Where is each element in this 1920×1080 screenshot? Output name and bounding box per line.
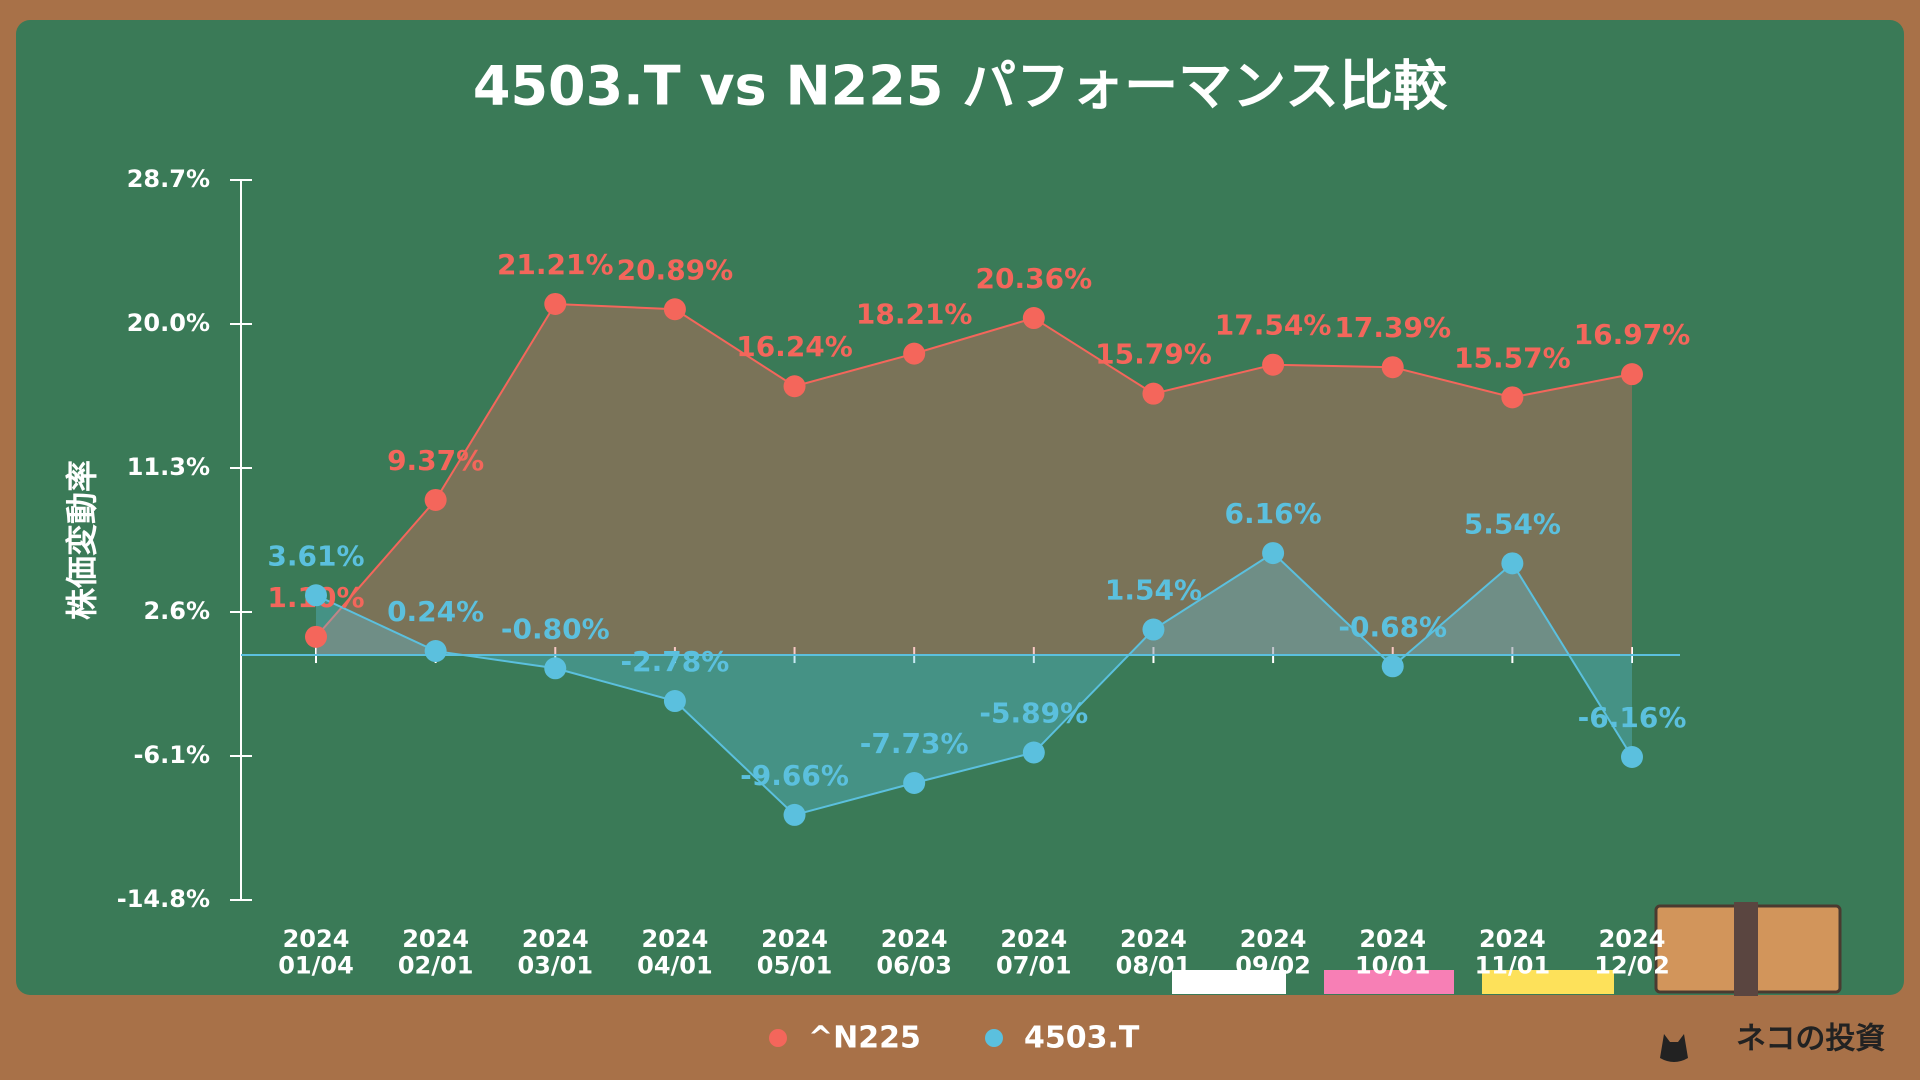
value-label: 1.54%: [1105, 574, 1202, 607]
marker: [1621, 745, 1643, 768]
cat-icon: [1660, 1034, 1688, 1062]
marker: [305, 625, 327, 648]
legend-label: ^N225: [808, 1021, 921, 1056]
value-label: 15.57%: [1454, 341, 1571, 374]
x-tick-label: 2024 09/02: [1235, 925, 1311, 979]
y-tick-label: 20.0%: [127, 309, 210, 337]
marker: [663, 298, 686, 321]
x-tick-label: 2024 10/01: [1355, 925, 1431, 979]
chalk-white: [1172, 970, 1286, 994]
marker: [1142, 618, 1165, 641]
marker: [1022, 307, 1045, 330]
x-tick-label: 2024 04/01: [637, 925, 713, 979]
chalk-pink: [1324, 970, 1454, 994]
value-label: -9.66%: [740, 759, 849, 792]
y-tick-label: -14.8%: [117, 885, 210, 913]
line: [315, 551, 1633, 817]
marker: [424, 488, 447, 511]
legend-marker: [985, 1029, 1003, 1047]
y-tick-label: 28.7%: [127, 165, 210, 193]
marker: [1501, 386, 1524, 409]
value-label: 3.61%: [267, 539, 364, 572]
marker: [1621, 363, 1643, 386]
marker: [544, 292, 567, 315]
marker: [305, 584, 327, 607]
marker: [903, 342, 926, 365]
marker: [1381, 655, 1404, 678]
marker: [1022, 741, 1045, 764]
y-tick-label: 11.3%: [127, 453, 210, 481]
value-label: 16.97%: [1574, 318, 1691, 351]
marker: [1501, 552, 1524, 575]
x-tick-label: 2024 08/01: [1116, 925, 1192, 979]
brand: ネコの投資: [1736, 1022, 1885, 1057]
value-label: 0.24%: [387, 595, 484, 628]
value-label: 9.37%: [387, 444, 484, 477]
value-label: 18.21%: [856, 298, 973, 331]
marker: [1381, 356, 1404, 379]
marker: [1262, 542, 1285, 565]
value-label: -7.73%: [860, 727, 969, 760]
legend-marker: [769, 1029, 787, 1047]
area: [316, 553, 1632, 815]
value-label: 15.79%: [1095, 338, 1212, 371]
x-tick-label: 2024 02/01: [398, 925, 474, 979]
x-tick-label: 2024 01/04: [278, 925, 354, 979]
marker: [544, 657, 567, 680]
x-tick-label: 2024 03/01: [517, 925, 593, 979]
value-label: -0.68%: [1338, 610, 1447, 643]
marker: [783, 375, 806, 398]
x-tick-label: 2024 05/01: [757, 925, 833, 979]
x-tick-label: 2024 11/01: [1475, 925, 1551, 979]
marker: [663, 690, 686, 713]
value-label: 20.36%: [976, 262, 1093, 295]
eraser-band: [1734, 902, 1758, 996]
value-label: 21.21%: [497, 248, 614, 281]
y-axis-label: 株価変動率: [63, 460, 101, 620]
value-label: -0.80%: [501, 612, 610, 645]
y-tick-label: -6.1%: [133, 741, 210, 769]
marker: [783, 803, 806, 826]
legend-label: 4503.T: [1024, 1021, 1140, 1056]
x-tick-label: 2024 06/03: [876, 925, 952, 979]
value-label: 17.54%: [1215, 309, 1332, 342]
value-label: -5.89%: [979, 697, 1088, 730]
marker: [903, 771, 926, 794]
value-label: 20.89%: [617, 253, 734, 286]
x-tick-label: 2024 12/02: [1594, 925, 1670, 979]
line: [315, 302, 1633, 638]
board: [16, 20, 1904, 995]
value-label: -2.78%: [621, 645, 730, 678]
value-label: 5.54%: [1464, 507, 1561, 540]
value-label: 16.24%: [736, 330, 853, 363]
marker: [1142, 382, 1165, 405]
value-label: 6.16%: [1225, 497, 1322, 530]
chart-title: 4503.T vs N225 パフォーマンス比較: [473, 55, 1448, 118]
x-tick-label: 2024 07/01: [996, 925, 1072, 979]
plot: -14.8% -6.1% 2.6% 11.3% 20.0% 28.7% 2024 01/04 2…: [117, 165, 1691, 979]
marker: [424, 640, 447, 663]
value-label: 17.39%: [1334, 311, 1451, 344]
y-tick-label: 2.6%: [143, 597, 210, 625]
marker: [1262, 353, 1285, 376]
value-label: -6.16%: [1578, 701, 1687, 734]
chalk-yellow: [1482, 970, 1614, 994]
area: [316, 303, 1632, 656]
